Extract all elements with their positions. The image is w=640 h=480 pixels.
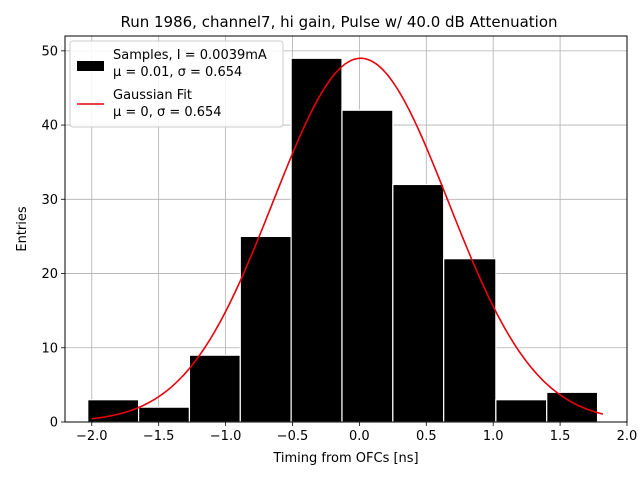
x-tick-label: 1.0 (483, 429, 504, 444)
histogram-bar (290, 57, 343, 423)
y-tick-label: 20 (41, 267, 58, 282)
gaussian-fit-curve (91, 57, 604, 420)
legend: Samples, I = 0.0039mA μ = 0.01, σ = 0.65… (69, 40, 284, 128)
x-axis-label: Timing from OFCs [ns] (272, 451, 418, 466)
histogram-bar (137, 406, 191, 423)
x-tick-label: −1.5 (143, 429, 175, 444)
histogram-bar (546, 391, 599, 423)
legend-fit-stats: μ = 0, σ = 0.654 (113, 105, 222, 120)
y-tick-label: 0 (50, 416, 58, 431)
x-tick-label: 0.5 (416, 429, 437, 444)
histogram-bar (341, 109, 394, 423)
legend-fit-label: Gaussian Fit (113, 88, 192, 103)
histogram-bar (495, 399, 548, 423)
y-tick-label: 40 (41, 119, 58, 134)
histogram-bar (443, 258, 497, 423)
y-tick-label: 50 (41, 44, 58, 59)
y-axis-label: Entries (15, 206, 30, 252)
plot-frame (64, 35, 628, 423)
x-tick-label: 0.0 (349, 429, 370, 444)
x-tick-label: −2.0 (76, 429, 108, 444)
x-tick-label: −0.5 (277, 429, 309, 444)
x-tick-label: −1.0 (210, 429, 242, 444)
histogram-bars (87, 57, 599, 423)
chart-title: Run 1986, channel7, hi gain, Pulse w/ 40… (120, 13, 557, 31)
y-tick-label: 30 (41, 193, 58, 208)
legend-samples-stats: μ = 0.01, σ = 0.654 (113, 65, 242, 80)
legend-samples-swatch (77, 61, 104, 71)
histogram-bar (392, 183, 445, 423)
legend-box (69, 40, 284, 128)
x-tick-label: 2.0 (617, 429, 638, 444)
histogram-bar (188, 354, 241, 423)
x-tick-label: 1.5 (550, 429, 571, 444)
axis-ticks: −2.0 −1.5 −1.0 −0.5 0.0 0.5 1.0 1.5 2.0 0 10 20 30 40… (41, 44, 637, 444)
y-tick-label: 10 (41, 341, 58, 356)
legend-samples-label: Samples, I = 0.0039mA (113, 48, 267, 63)
fit-curve-layer (91, 57, 604, 420)
